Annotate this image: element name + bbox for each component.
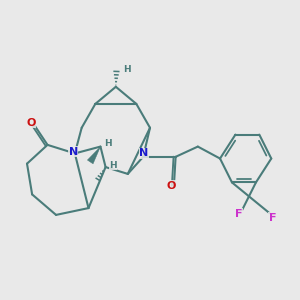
Polygon shape (87, 147, 101, 164)
Text: O: O (26, 118, 36, 128)
Text: F: F (235, 209, 243, 219)
Text: H: H (104, 140, 112, 148)
Text: O: O (167, 181, 176, 191)
Text: H: H (123, 64, 130, 74)
Text: N: N (68, 147, 78, 157)
Text: N: N (139, 148, 148, 158)
Text: H: H (109, 161, 117, 170)
Text: F: F (268, 213, 276, 223)
